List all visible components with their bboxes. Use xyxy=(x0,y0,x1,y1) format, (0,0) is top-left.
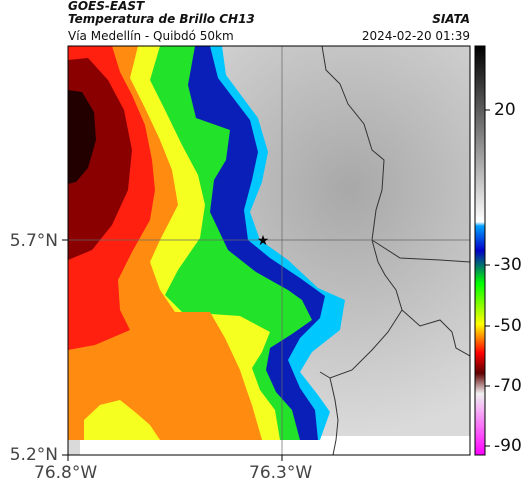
lat-tick-label: 5.2°N xyxy=(9,445,58,465)
satellite-name: GOES-EAST xyxy=(68,0,145,13)
river-line xyxy=(319,309,403,379)
map-frame xyxy=(67,45,471,456)
source-label: SIATA xyxy=(432,12,470,26)
colorbar-label: -50 xyxy=(494,316,522,336)
colorbar-label: -70 xyxy=(494,376,522,396)
datetime-label: 2024-02-20 01:39 xyxy=(361,29,470,43)
lon-tick-label: 76.3°W xyxy=(249,463,313,483)
lat-tick-label: 5.7°N xyxy=(9,231,58,251)
cloud-lower-yellow xyxy=(84,400,160,440)
border-line xyxy=(371,239,470,263)
product-title: Temperatura de Brillo CH13 xyxy=(68,12,255,26)
colorbar xyxy=(474,45,486,456)
border-line-lower xyxy=(329,377,339,455)
location-label: Vía Medellín - Quibdó 50km xyxy=(68,29,234,43)
no-data-strip xyxy=(80,436,470,455)
colorbar-ticks xyxy=(485,109,490,447)
colorbar-label: 20 xyxy=(494,100,516,120)
colorbar-label: -30 xyxy=(494,255,522,275)
cloud-black-core xyxy=(68,90,96,184)
star-marker: ★ xyxy=(257,233,270,249)
colorbar-label: -90 xyxy=(494,436,522,456)
lon-tick-label: 76.8°W xyxy=(34,463,98,483)
